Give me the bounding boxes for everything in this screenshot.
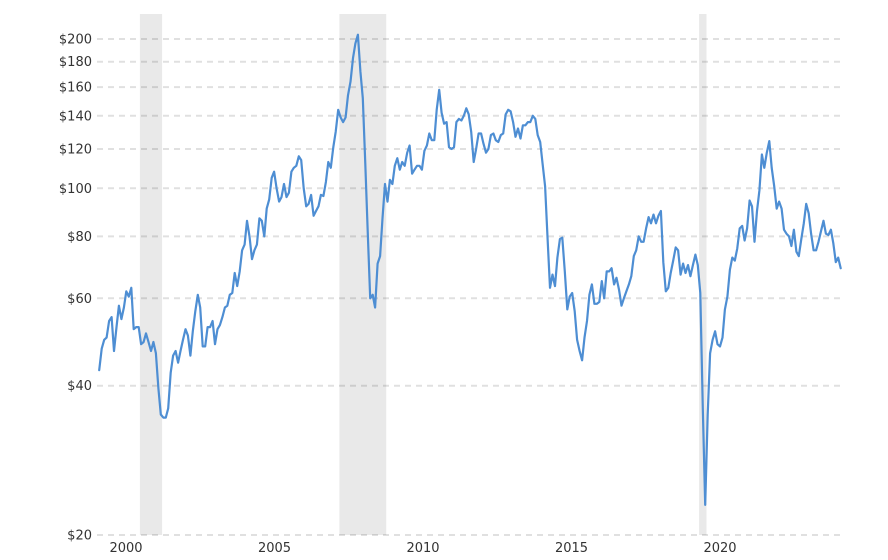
recession-band [139,14,163,535]
y-axis-tick-label: $100 [59,182,92,197]
y-axis-tick-label: $200 [59,33,92,48]
y-axis-tick-label: $40 [67,379,92,394]
y-axis-tick-label: $80 [67,230,92,245]
x-axis-tick-label: 2010 [406,541,439,556]
x-axis-tick-label: 2015 [555,541,588,556]
x-axis-tick-label: 2020 [703,541,736,556]
y-axis-tick-label: $160 [59,81,92,96]
price-line [98,33,842,506]
y-axis-tick-label: $180 [59,55,92,70]
y-axis-tick-label: $60 [67,292,92,307]
y-axis-tick-label: $140 [59,109,92,124]
y-axis-tick-label: $120 [59,143,92,158]
recession-band [699,14,707,535]
y-axis-tick-label: $20 [67,529,92,544]
x-axis-tick-label: 2000 [109,541,142,556]
x-axis-tick-label: 2005 [258,541,291,556]
